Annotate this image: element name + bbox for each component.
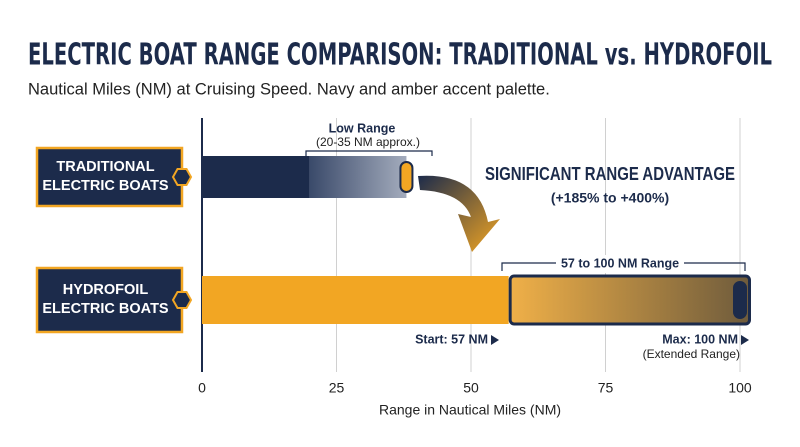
hex-icon [171, 291, 193, 309]
bar-cap [733, 281, 747, 319]
label-bg [556, 255, 684, 273]
annotation: Max: 100 NM [662, 332, 738, 346]
category-label: HYDROFOIL ELECTRIC BOATS [42, 282, 169, 317]
x-tick-label: 0 [198, 380, 206, 396]
x-tick-label: 100 [728, 380, 752, 396]
advantage-arrow [418, 175, 500, 252]
x-tick-label: 25 [329, 380, 345, 396]
pointer [491, 335, 499, 345]
annotation: Low Range [329, 121, 396, 135]
bar-base [202, 276, 509, 324]
bracket [305, 150, 433, 156]
annotation: (20-35 NM approx.) [316, 135, 420, 149]
category-label: TRADITIONAL ELECTRIC BOATS [42, 159, 169, 194]
bar-range [508, 274, 751, 326]
bar-base [202, 156, 310, 198]
x-tick-label: 50 [463, 380, 479, 396]
chart-title: ELECTRIC BOAT RANGE COMPARISON: TRADITIO… [28, 38, 772, 73]
x-axis-label: Range in Nautical Miles (NM) [379, 402, 561, 418]
annotation: (+185% to +400%) [551, 190, 669, 206]
chart-subtitle: Nautical Miles (NM) at Cruising Speed. N… [28, 80, 550, 98]
annotation: Start: 57 NM [415, 332, 488, 346]
bar-cap [399, 161, 414, 193]
annotation: (Extended Range) [643, 347, 740, 361]
bar-range [309, 156, 407, 198]
category-label-wrap: HYDROFOIL ELECTRIC BOATS [42, 282, 169, 317]
annotation: 57 to 100 NM Range [561, 256, 679, 270]
hex-icon [171, 168, 193, 186]
pointer [741, 335, 749, 345]
category-box [35, 146, 184, 208]
category-label-wrap: TRADITIONAL ELECTRIC BOATS [42, 159, 169, 194]
annotation: SIGNIFICANT RANGE ADVANTAGE [485, 164, 735, 184]
x-tick-label: 75 [598, 380, 614, 396]
